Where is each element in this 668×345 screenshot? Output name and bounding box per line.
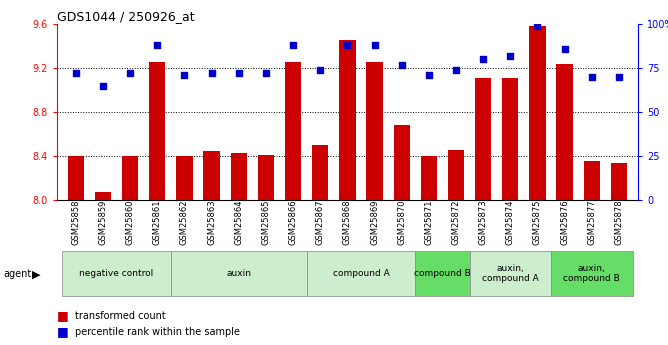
Bar	[421, 156, 437, 200]
Point	[70, 71, 81, 76]
Bar	[149, 61, 166, 200]
Bar	[339, 40, 355, 200]
Point	[179, 72, 190, 78]
Point	[342, 42, 353, 48]
Bar	[204, 151, 220, 200]
Bar	[62, 251, 171, 296]
Text: GDS1044 / 250926_at: GDS1044 / 250926_at	[57, 10, 194, 23]
Point	[369, 42, 380, 48]
Point	[478, 57, 488, 62]
Text: negative control: negative control	[79, 269, 154, 278]
Bar	[475, 78, 491, 200]
Text: GSM25866: GSM25866	[289, 199, 297, 245]
Text: GSM25878: GSM25878	[615, 199, 623, 245]
Point	[315, 67, 325, 73]
Bar	[470, 251, 551, 296]
Text: GSM25876: GSM25876	[560, 199, 569, 245]
Text: GSM25870: GSM25870	[397, 199, 406, 245]
Point	[98, 83, 108, 89]
Text: auxin,
compound B: auxin, compound B	[563, 264, 620, 283]
Text: GSM25868: GSM25868	[343, 199, 352, 245]
Text: GSM25877: GSM25877	[587, 199, 597, 245]
Point	[532, 23, 543, 29]
Point	[233, 71, 244, 76]
Bar	[122, 156, 138, 200]
Point	[288, 42, 299, 48]
Text: transformed count: transformed count	[75, 311, 166, 321]
Bar	[366, 61, 383, 200]
Bar	[171, 251, 307, 296]
Text: GSM25864: GSM25864	[234, 199, 243, 245]
Bar	[230, 153, 247, 200]
Text: GSM25858: GSM25858	[71, 199, 80, 245]
Text: agent: agent	[3, 269, 31, 279]
Bar	[448, 149, 464, 200]
Bar	[584, 160, 600, 200]
Text: GSM25871: GSM25871	[424, 199, 434, 245]
Bar	[67, 156, 84, 200]
Bar	[95, 193, 111, 200]
Bar	[551, 251, 633, 296]
Text: ■: ■	[57, 309, 69, 322]
Bar	[312, 145, 329, 200]
Text: compound B: compound B	[414, 269, 471, 278]
Text: compound A: compound A	[333, 269, 389, 278]
Bar	[393, 125, 410, 200]
Point	[451, 67, 462, 73]
Point	[587, 74, 597, 80]
Bar	[556, 64, 572, 200]
Text: GSM25875: GSM25875	[533, 199, 542, 245]
Bar	[611, 163, 627, 200]
Text: GSM25865: GSM25865	[261, 199, 271, 245]
Text: GSM25873: GSM25873	[479, 199, 488, 245]
Text: ■: ■	[57, 325, 69, 338]
Point	[396, 62, 407, 67]
Text: GSM25863: GSM25863	[207, 199, 216, 245]
Text: percentile rank within the sample: percentile rank within the sample	[75, 327, 240, 337]
Point	[125, 71, 136, 76]
Point	[206, 71, 217, 76]
Text: GSM25872: GSM25872	[452, 199, 460, 245]
Text: auxin,
compound A: auxin, compound A	[482, 264, 538, 283]
Text: GSM25859: GSM25859	[98, 199, 108, 245]
Text: auxin: auxin	[226, 269, 251, 278]
Bar	[307, 251, 415, 296]
Bar	[258, 155, 274, 200]
Bar	[529, 26, 546, 200]
Bar	[176, 156, 192, 200]
Text: GSM25861: GSM25861	[153, 199, 162, 245]
Text: ▶: ▶	[32, 269, 41, 279]
Point	[261, 71, 271, 76]
Text: GSM25867: GSM25867	[316, 199, 325, 245]
Point	[614, 74, 625, 80]
Text: GSM25869: GSM25869	[370, 199, 379, 245]
Point	[559, 46, 570, 51]
Text: GSM25862: GSM25862	[180, 199, 189, 245]
Point	[152, 42, 162, 48]
Point	[424, 72, 434, 78]
Text: GSM25874: GSM25874	[506, 199, 515, 245]
Bar	[502, 78, 518, 200]
Text: GSM25860: GSM25860	[126, 199, 135, 245]
Bar	[285, 61, 301, 200]
Point	[505, 53, 516, 59]
Bar	[415, 251, 470, 296]
